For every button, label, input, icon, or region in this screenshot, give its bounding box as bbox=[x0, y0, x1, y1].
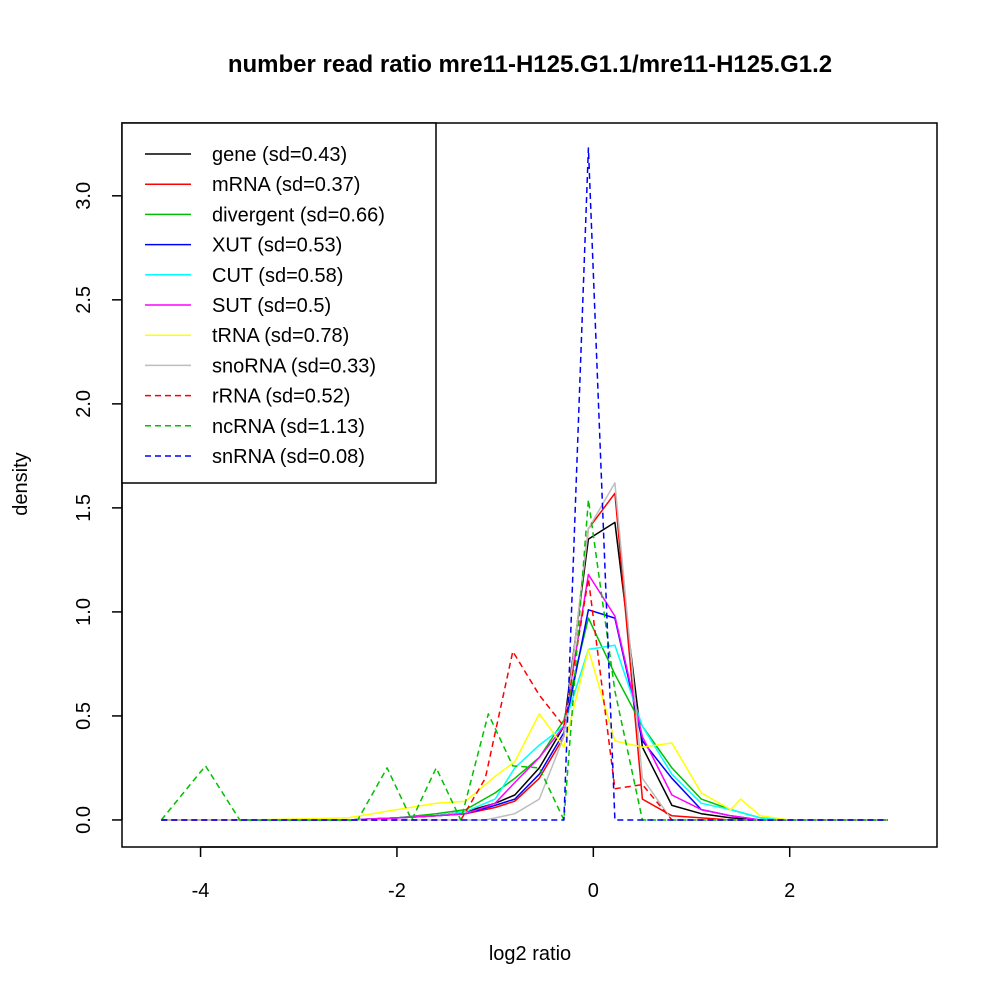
y-tick-label: 0.5 bbox=[73, 702, 95, 730]
plot-frame bbox=[121, 122, 938, 848]
series-line-ncrna bbox=[160, 498, 888, 821]
x-axis: -4 -2 0 2 bbox=[192, 846, 795, 902]
x-tick-label: 0 bbox=[588, 880, 599, 902]
y-tick-label: 3.0 bbox=[73, 182, 95, 210]
series-layer bbox=[160, 147, 888, 821]
legend-label: ncRNA (sd=1.13) bbox=[212, 416, 365, 438]
legend-label: tRNA (sd=0.78) bbox=[212, 325, 349, 347]
x-tick-label: 2 bbox=[784, 880, 795, 902]
legend-label: mRNA (sd=0.37) bbox=[212, 174, 360, 196]
legend-label: SUT (sd=0.5) bbox=[212, 295, 331, 317]
legend-label: divergent (sd=0.66) bbox=[212, 204, 385, 226]
series-line-trna bbox=[161, 648, 888, 821]
legend: gene (sd=0.43) mRNA (sd=0.37) divergent (s… bbox=[121, 122, 437, 484]
series-line-mrna bbox=[161, 492, 888, 821]
chart-title: number read ratio mre11-H125.G1.1/mre11-… bbox=[228, 51, 832, 78]
legend-label: snoRNA (sd=0.33) bbox=[212, 355, 376, 377]
legend-label: rRNA (sd=0.52) bbox=[212, 386, 350, 408]
legend-label: gene (sd=0.43) bbox=[212, 144, 347, 166]
y-tick-label: 2.0 bbox=[73, 390, 95, 418]
y-tick-label: 0.0 bbox=[73, 806, 95, 834]
legend-label: snRNA (sd=0.08) bbox=[212, 446, 365, 468]
series-line-xut bbox=[161, 609, 888, 821]
legend-box bbox=[121, 122, 437, 484]
y-tick-label: 1.5 bbox=[73, 494, 95, 522]
y-tick-label: 1.0 bbox=[73, 598, 95, 626]
legend-label: XUT (sd=0.53) bbox=[212, 235, 342, 257]
x-tick-label: -2 bbox=[388, 880, 406, 902]
y-axis: 0.0 0.5 1.0 1.5 2.0 2.5 3.0 bbox=[73, 182, 123, 834]
y-axis-label: density bbox=[10, 452, 32, 515]
series-line-snrna bbox=[161, 147, 888, 821]
y-tick-label: 2.5 bbox=[73, 286, 95, 314]
x-tick-label: -4 bbox=[192, 880, 210, 902]
legend-label: CUT (sd=0.58) bbox=[212, 265, 343, 287]
x-axis-label: log2 ratio bbox=[489, 943, 571, 965]
